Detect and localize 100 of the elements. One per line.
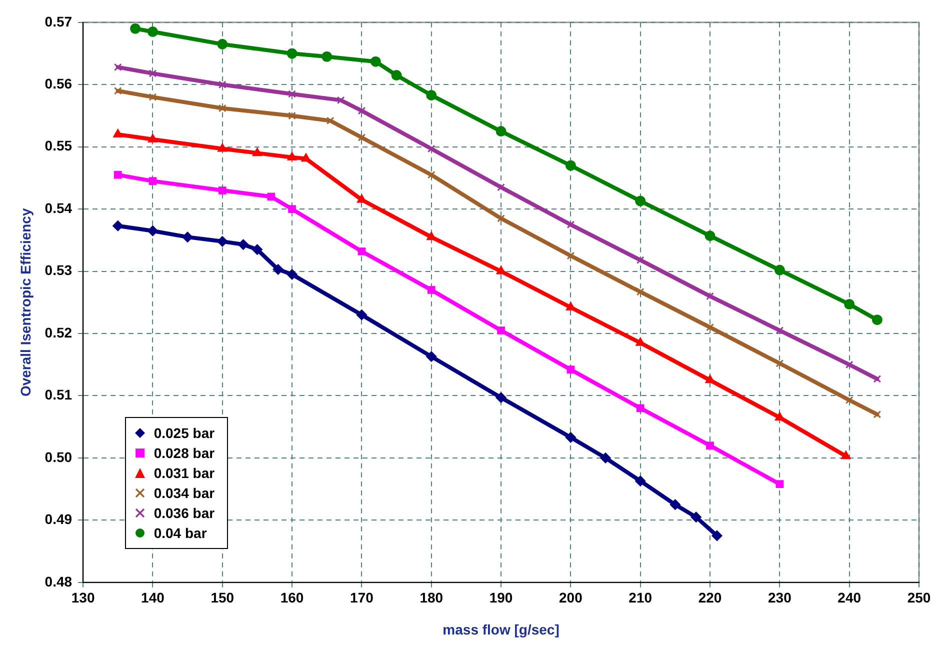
point: [358, 247, 366, 256]
point: [322, 51, 332, 62]
point: [873, 375, 882, 383]
point: [565, 160, 576, 171]
point: [336, 96, 345, 104]
x-tick-label: 140: [141, 590, 165, 606]
x-tick-label: 150: [210, 590, 234, 606]
point: [148, 177, 157, 185]
point: [426, 351, 437, 362]
point: [272, 264, 284, 275]
point: [130, 23, 141, 34]
point: [288, 112, 296, 120]
point: [252, 244, 262, 255]
x-tick-label: 210: [628, 590, 652, 606]
point: [147, 26, 158, 37]
point: [636, 404, 644, 412]
point: [496, 266, 506, 274]
x-tick-label: 130: [71, 590, 95, 606]
x-tick-label: 160: [280, 590, 304, 606]
point: [873, 410, 882, 418]
point: [872, 314, 882, 326]
point: [218, 80, 226, 89]
point: [497, 183, 505, 192]
y-tick-label: 0.53: [44, 262, 72, 278]
point: [218, 104, 226, 112]
legend-label: 0.031 bar: [154, 464, 215, 483]
point: [217, 236, 228, 247]
legend-label: 0.04 bar: [154, 524, 207, 543]
y-tick-label: 0.49: [44, 511, 72, 528]
point: [288, 90, 296, 98]
x-tick-label: 190: [489, 590, 513, 606]
point: [497, 214, 505, 222]
x-tick-label: 220: [698, 590, 722, 606]
legend-label: 0.028 bar: [154, 444, 215, 463]
point: [600, 452, 611, 464]
point: [252, 148, 262, 156]
point: [775, 412, 784, 421]
point: [566, 220, 575, 229]
point: [218, 186, 226, 194]
point: [148, 69, 157, 78]
point: [358, 134, 366, 142]
point: [841, 450, 850, 460]
point: [147, 226, 158, 236]
point: [358, 106, 366, 115]
point: [706, 442, 714, 450]
point: [148, 93, 157, 101]
point: [712, 530, 722, 541]
point: [114, 63, 122, 72]
point: [776, 480, 784, 488]
y-tick-label: 0.57: [44, 13, 72, 30]
point: [670, 499, 680, 510]
x-tick-label: 170: [350, 590, 374, 606]
point: [182, 232, 193, 242]
point: [566, 252, 575, 260]
point: [112, 220, 124, 232]
point: [238, 239, 249, 250]
x-tick-label: 250: [907, 590, 931, 606]
y-tick-label: 0.52: [44, 324, 72, 340]
x-tick-label: 230: [768, 590, 792, 606]
legend-label: 0.034 bar: [154, 484, 215, 503]
point: [636, 288, 644, 296]
point: [496, 392, 506, 403]
point: [426, 90, 437, 100]
x-tick-label: 240: [838, 590, 862, 606]
point: [706, 323, 714, 332]
point: [635, 196, 646, 206]
point: [706, 292, 714, 300]
point: [776, 359, 784, 368]
point: [774, 264, 785, 276]
point: [704, 230, 716, 242]
point: [844, 299, 855, 310]
point: [565, 432, 576, 443]
point: [845, 360, 854, 369]
point: [636, 256, 644, 264]
x-tick-label: 180: [420, 590, 444, 606]
point: [356, 310, 367, 320]
point: [370, 56, 381, 67]
point: [301, 153, 311, 162]
point: [288, 205, 296, 213]
y-axis-title: Overall Isentropic Efficiency: [17, 208, 34, 397]
point: [286, 48, 298, 59]
legend-label: 0.036 bar: [154, 504, 215, 523]
y-tick-label: 0.56: [44, 75, 72, 92]
point: [114, 86, 122, 95]
point: [427, 286, 436, 294]
point: [286, 269, 298, 280]
point: [217, 38, 228, 50]
y-tick-label: 0.50: [44, 448, 72, 465]
y-tick-label: 0.48: [44, 573, 72, 590]
point: [287, 152, 297, 160]
point: [326, 116, 334, 125]
point: [705, 374, 715, 384]
point: [845, 396, 854, 404]
point: [113, 129, 123, 138]
point: [496, 126, 506, 137]
point: [391, 70, 402, 81]
point: [267, 192, 276, 201]
point: [218, 143, 228, 152]
point: [427, 144, 436, 153]
legend-label: 0.025 bar: [154, 424, 215, 443]
